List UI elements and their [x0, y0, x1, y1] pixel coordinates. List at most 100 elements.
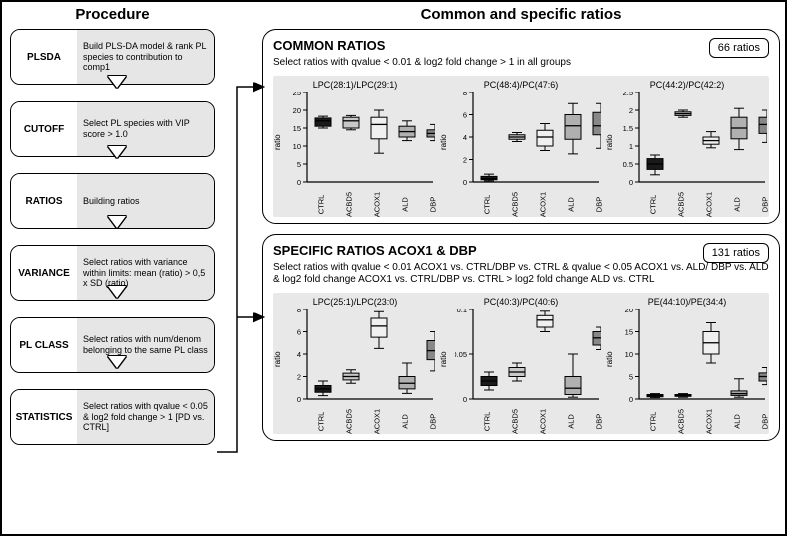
step-connector	[108, 356, 126, 368]
xtick-label: CTRL	[317, 190, 326, 218]
svg-text:2: 2	[463, 155, 467, 164]
svg-text:15: 15	[293, 124, 301, 133]
step-statistics: STATISTICS Select ratios with qvalue < 0…	[10, 389, 215, 445]
svg-text:0.05: 0.05	[455, 350, 467, 359]
boxplot: 0 2 4 6 8	[289, 309, 435, 405]
step-label: PL CLASS	[11, 318, 77, 372]
chart-title: PC(40:3)/PC(40:6)	[441, 297, 601, 307]
xtick-label: ACBD5	[677, 190, 686, 218]
step-desc: Select ratios with num/denom belonging t…	[77, 318, 214, 372]
svg-text:0.5: 0.5	[623, 160, 633, 169]
xtick-label: ACBD5	[677, 407, 686, 435]
xtick-label: DBP	[429, 190, 438, 218]
chart: PC(48:4)/PC(47:6) ratio 0 2 4 6 8	[441, 80, 601, 215]
xtick-label: CTRL	[649, 190, 658, 218]
step-desc: Build PLS-DA model & rank PL species to …	[77, 30, 214, 84]
common-subtitle: Select ratios with qvalue < 0.01 & log2 …	[273, 57, 769, 70]
y-axis-label: ratio	[273, 134, 282, 150]
ratios-heading: Common and specific ratios	[262, 6, 780, 23]
xtick-label: ALD	[567, 407, 576, 435]
xtick-label: ACOX1	[705, 407, 714, 435]
arrow-to-common	[212, 82, 267, 462]
svg-text:10: 10	[293, 142, 301, 151]
xtick-label: ALD	[401, 190, 410, 218]
step-desc: Building ratios	[77, 174, 214, 228]
common-ratios-panel: COMMON RATIOS 66 ratios Select ratios wi…	[262, 29, 780, 224]
svg-text:1: 1	[629, 142, 633, 151]
xtick-label: DBP	[595, 190, 604, 218]
chart-title: PE(44:10)/PE(34:4)	[607, 297, 767, 307]
step-label: PLSDA	[11, 30, 77, 84]
specific-badge: 131 ratios	[703, 243, 769, 263]
xtick-label: CTRL	[649, 407, 658, 435]
xtick-label: DBP	[761, 407, 770, 435]
svg-text:6: 6	[297, 327, 301, 336]
x-ticks: CTRLACBD5ACOX1ALDDBP	[621, 206, 779, 215]
y-axis-label: ratio	[273, 351, 282, 367]
svg-text:0: 0	[629, 178, 633, 187]
svg-text:25: 25	[293, 92, 301, 97]
svg-text:0: 0	[297, 178, 301, 187]
x-ticks: CTRLACBD5ACOX1ALDDBP	[289, 206, 447, 215]
ratios-column: Common and specific ratios COMMON RATIOS…	[262, 6, 780, 451]
specific-charts: LPC(25:1)/LPC(23:0) ratio 0 2 4 6 8	[273, 293, 769, 434]
procedure-heading: Procedure	[10, 6, 215, 23]
svg-text:0.1: 0.1	[457, 309, 467, 314]
step-label: CUTOFF	[11, 102, 77, 156]
steps-container: PLSDA Build PLS-DA model & rank PL speci…	[10, 29, 215, 445]
boxplot: 0 0.5 1 1.5 2 2.5	[621, 92, 767, 188]
boxplot: 0 0.05 0.1	[455, 309, 601, 405]
xtick-label: ALD	[733, 190, 742, 218]
chart: PC(40:3)/PC(40:6) ratio 0 0.05 0.1	[441, 297, 601, 432]
xtick-label: ACOX1	[705, 190, 714, 218]
step-connector	[108, 146, 126, 158]
step-desc: Select PL species with VIP score > 1.0	[77, 102, 214, 156]
svg-text:0: 0	[463, 395, 467, 404]
xtick-label: ACBD5	[345, 190, 354, 218]
step-connector	[108, 216, 126, 228]
xtick-label: DBP	[429, 407, 438, 435]
boxplot: 0 5 10 15 20 25	[289, 92, 435, 188]
xtick-label: ACBD5	[511, 190, 520, 218]
xtick-label: ACOX1	[539, 407, 548, 435]
chart-title: PC(44:2)/PC(42:2)	[607, 80, 767, 90]
xtick-label: CTRL	[317, 407, 326, 435]
xtick-label: ACOX1	[539, 190, 548, 218]
svg-text:0: 0	[629, 395, 633, 404]
specific-title: SPECIFIC RATIOS ACOX1 & DBP	[273, 243, 769, 258]
svg-text:5: 5	[297, 160, 301, 169]
chart-title: LPC(25:1)/LPC(23:0)	[275, 297, 435, 307]
y-axis-label: ratio	[439, 351, 448, 367]
y-axis-label: ratio	[439, 134, 448, 150]
svg-text:8: 8	[297, 309, 301, 314]
svg-text:2.5: 2.5	[623, 92, 633, 97]
svg-text:5: 5	[629, 372, 633, 381]
svg-text:6: 6	[463, 110, 467, 119]
x-ticks: CTRLACBD5ACOX1ALDDBP	[289, 423, 447, 432]
xtick-label: DBP	[595, 407, 604, 435]
svg-text:2: 2	[629, 106, 633, 115]
svg-text:20: 20	[625, 309, 633, 314]
svg-text:1.5: 1.5	[623, 124, 633, 133]
chart-title: LPC(28:1)/LPC(29:1)	[275, 80, 435, 90]
step-label: VARIANCE	[11, 246, 77, 300]
xtick-label: ACOX1	[373, 407, 382, 435]
x-ticks: CTRLACBD5ACOX1ALDDBP	[455, 423, 613, 432]
specific-subtitle: Select ratios with qvalue < 0.01 ACOX1 v…	[273, 262, 769, 287]
xtick-label: ALD	[567, 190, 576, 218]
svg-text:0: 0	[463, 178, 467, 187]
svg-text:10: 10	[625, 350, 633, 359]
x-ticks: CTRLACBD5ACOX1ALDDBP	[455, 206, 613, 215]
xtick-label: ACOX1	[373, 190, 382, 218]
chart-title: PC(48:4)/PC(47:6)	[441, 80, 601, 90]
step-desc: Select ratios with qvalue < 0.05 & log2 …	[77, 390, 214, 444]
xtick-label: ALD	[733, 407, 742, 435]
xtick-label: CTRL	[483, 407, 492, 435]
common-badge: 66 ratios	[709, 38, 769, 58]
y-axis-label: ratio	[605, 351, 614, 367]
boxplot: 0 5 10 15 20	[621, 309, 767, 405]
svg-text:0: 0	[297, 395, 301, 404]
step-label: RATIOS	[11, 174, 77, 228]
chart: LPC(28:1)/LPC(29:1) ratio 0 5 10 15 20 2…	[275, 80, 435, 215]
chart: PE(44:10)/PE(34:4) ratio 0 5 10 15 20	[607, 297, 767, 432]
